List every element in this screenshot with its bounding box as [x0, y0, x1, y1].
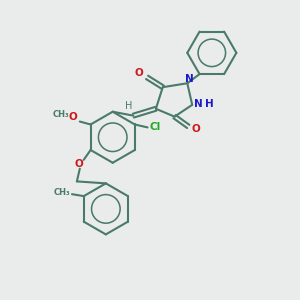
- Text: N: N: [185, 74, 194, 84]
- Text: H: H: [125, 101, 132, 111]
- Text: CH₃: CH₃: [53, 110, 70, 119]
- Text: Cl: Cl: [150, 122, 161, 132]
- Text: O: O: [192, 124, 200, 134]
- Text: H: H: [206, 99, 214, 109]
- Text: O: O: [74, 159, 83, 169]
- Text: O: O: [135, 68, 144, 78]
- Text: N: N: [194, 99, 203, 109]
- Text: CH₃: CH₃: [54, 188, 70, 197]
- Text: O: O: [69, 112, 77, 122]
